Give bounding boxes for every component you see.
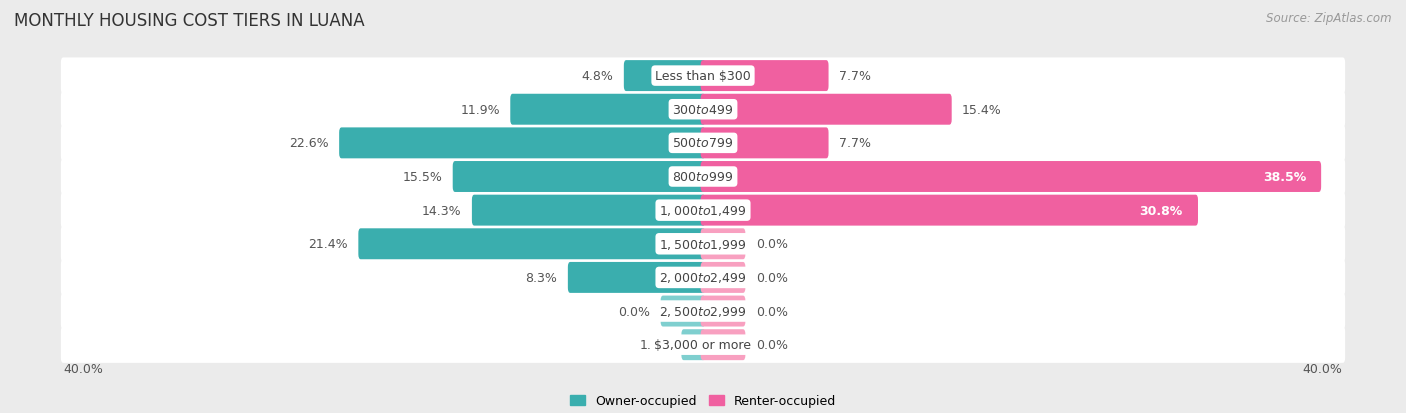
FancyBboxPatch shape: [624, 61, 706, 92]
FancyBboxPatch shape: [700, 61, 828, 92]
Text: 0.0%: 0.0%: [756, 238, 787, 251]
Text: $2,500 to $2,999: $2,500 to $2,999: [659, 304, 747, 318]
FancyBboxPatch shape: [453, 161, 706, 192]
Text: 15.4%: 15.4%: [962, 104, 1002, 116]
Text: 40.0%: 40.0%: [1303, 363, 1343, 375]
Text: MONTHLY HOUSING COST TIERS IN LUANA: MONTHLY HOUSING COST TIERS IN LUANA: [14, 12, 364, 30]
FancyBboxPatch shape: [700, 161, 1322, 192]
Text: $2,000 to $2,499: $2,000 to $2,499: [659, 271, 747, 285]
FancyBboxPatch shape: [60, 159, 1346, 195]
FancyBboxPatch shape: [60, 260, 1346, 296]
Text: 7.7%: 7.7%: [839, 137, 870, 150]
Text: $300 to $499: $300 to $499: [672, 104, 734, 116]
Text: 0.0%: 0.0%: [619, 305, 650, 318]
Text: $500 to $799: $500 to $799: [672, 137, 734, 150]
FancyBboxPatch shape: [661, 296, 706, 327]
Text: $3,000 or more: $3,000 or more: [655, 338, 751, 351]
FancyBboxPatch shape: [682, 330, 706, 360]
FancyBboxPatch shape: [359, 229, 706, 260]
Text: 11.9%: 11.9%: [460, 104, 501, 116]
Text: 21.4%: 21.4%: [308, 238, 347, 251]
FancyBboxPatch shape: [700, 229, 745, 260]
FancyBboxPatch shape: [700, 330, 745, 360]
FancyBboxPatch shape: [510, 95, 706, 126]
Text: $800 to $999: $800 to $999: [672, 171, 734, 183]
Text: $1,500 to $1,999: $1,500 to $1,999: [659, 237, 747, 251]
Text: 7.7%: 7.7%: [839, 70, 870, 83]
FancyBboxPatch shape: [60, 92, 1346, 128]
Text: 8.3%: 8.3%: [526, 271, 557, 284]
FancyBboxPatch shape: [700, 128, 828, 159]
Text: 38.5%: 38.5%: [1263, 171, 1306, 183]
Text: 4.8%: 4.8%: [582, 70, 613, 83]
Text: Less than $300: Less than $300: [655, 70, 751, 83]
Text: 30.8%: 30.8%: [1139, 204, 1182, 217]
FancyBboxPatch shape: [60, 192, 1346, 229]
Legend: Owner-occupied, Renter-occupied: Owner-occupied, Renter-occupied: [569, 394, 837, 407]
Text: 0.0%: 0.0%: [756, 305, 787, 318]
FancyBboxPatch shape: [700, 195, 1198, 226]
Text: Source: ZipAtlas.com: Source: ZipAtlas.com: [1267, 12, 1392, 25]
Text: 14.3%: 14.3%: [422, 204, 461, 217]
Text: 40.0%: 40.0%: [63, 363, 103, 375]
FancyBboxPatch shape: [60, 226, 1346, 262]
Text: 0.0%: 0.0%: [756, 338, 787, 351]
FancyBboxPatch shape: [568, 262, 706, 293]
FancyBboxPatch shape: [700, 262, 745, 293]
Text: 0.0%: 0.0%: [756, 271, 787, 284]
Text: 22.6%: 22.6%: [290, 137, 329, 150]
FancyBboxPatch shape: [700, 95, 952, 126]
Text: 1.2%: 1.2%: [640, 338, 671, 351]
FancyBboxPatch shape: [60, 293, 1346, 330]
FancyBboxPatch shape: [60, 327, 1346, 363]
Text: $1,000 to $1,499: $1,000 to $1,499: [659, 204, 747, 218]
FancyBboxPatch shape: [700, 296, 745, 327]
FancyBboxPatch shape: [60, 58, 1346, 95]
FancyBboxPatch shape: [60, 126, 1346, 161]
Text: 15.5%: 15.5%: [402, 171, 443, 183]
FancyBboxPatch shape: [472, 195, 706, 226]
FancyBboxPatch shape: [339, 128, 706, 159]
